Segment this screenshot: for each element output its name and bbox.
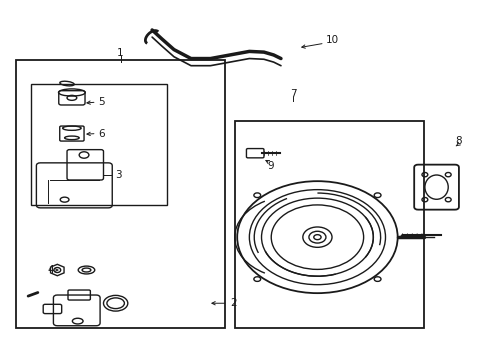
Text: 2: 2 — [230, 298, 237, 308]
Text: 5: 5 — [98, 97, 104, 107]
Bar — [16, 60, 224, 328]
Bar — [234, 121, 424, 328]
Text: 4: 4 — [47, 265, 54, 275]
Text: 7: 7 — [289, 89, 296, 99]
Text: 9: 9 — [266, 161, 273, 171]
Text: 8: 8 — [454, 136, 461, 146]
Text: 1: 1 — [117, 48, 123, 58]
Text: 6: 6 — [98, 129, 104, 139]
Text: 3: 3 — [115, 170, 121, 180]
Text: 10: 10 — [325, 35, 338, 45]
Bar — [30, 84, 166, 205]
